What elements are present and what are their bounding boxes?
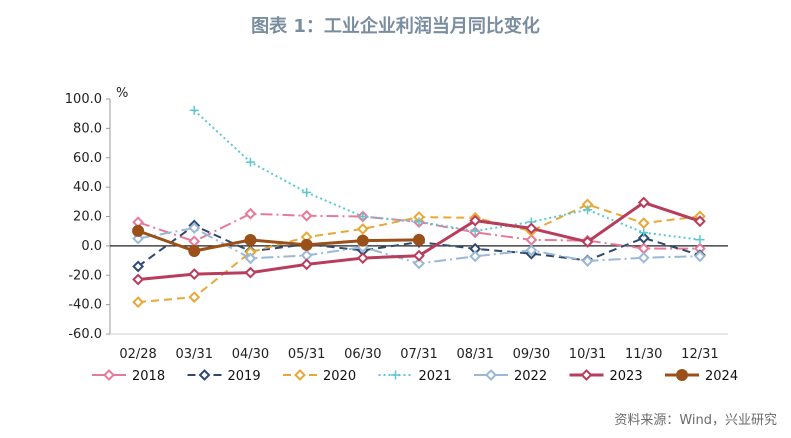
legend-marker <box>580 369 593 381</box>
x-tick-label: 09/30 <box>513 347 550 362</box>
legend-item-2019: 2019 <box>187 369 261 384</box>
x-tick-label: 05/31 <box>288 347 325 362</box>
source-note: 资料来源：Wind，兴业研究 <box>614 413 777 428</box>
data-point-2018 <box>300 209 313 222</box>
legend-label: 2018 <box>132 369 165 384</box>
data-point-2022 <box>469 250 482 263</box>
data-point-2023 <box>637 196 650 209</box>
data-point-2023 <box>581 235 594 248</box>
legend-marker <box>294 369 306 381</box>
data-point-2021 <box>358 212 368 221</box>
data-point-2020 <box>356 223 369 235</box>
data-point-2018 <box>188 235 201 248</box>
x-tick-label: 06/30 <box>344 347 381 362</box>
data-point-2023 <box>244 266 257 279</box>
data-point-2022 <box>581 255 594 267</box>
legend-marker <box>676 369 688 381</box>
data-point-2021 <box>470 226 480 236</box>
legend-label: 2021 <box>419 369 452 384</box>
legend-item-2024: 2024 <box>665 369 738 384</box>
y-tick-label: 100.0 <box>65 92 102 107</box>
y-tick-label: -20.0 <box>68 268 102 283</box>
data-point-2023 <box>413 249 425 262</box>
data-point-2021 <box>189 105 199 115</box>
data-point-2022 <box>413 257 425 270</box>
data-point-2022 <box>637 251 650 264</box>
legend-item-2021: 2021 <box>378 369 452 384</box>
data-point-2024 <box>413 233 425 246</box>
x-tick-label: 07/31 <box>400 347 437 362</box>
data-point-2022 <box>188 222 201 234</box>
data-point-2020 <box>188 291 201 304</box>
data-point-2024 <box>300 238 313 251</box>
legend-label: 2019 <box>228 369 261 384</box>
x-tick-label: 12/31 <box>681 347 718 362</box>
data-point-2023 <box>693 215 706 228</box>
data-point-2023 <box>525 222 538 235</box>
data-point-2021 <box>695 235 705 245</box>
data-point-2024 <box>244 234 257 246</box>
legend-marker <box>103 369 115 381</box>
data-point-2020 <box>637 217 650 230</box>
data-point-2024 <box>132 224 145 237</box>
y-axis-unit-label: % <box>116 86 128 101</box>
legend-marker <box>391 370 400 380</box>
chart-title: 图表 1：工业企业利润当月同比变化 <box>251 16 540 37</box>
legend-item-2023: 2023 <box>569 369 643 384</box>
y-tick-label: -60.0 <box>68 327 102 342</box>
data-point-2021 <box>302 187 312 197</box>
data-point-2018 <box>244 207 257 220</box>
series-line-2021 <box>193 109 701 241</box>
data-point-2020 <box>132 296 145 309</box>
legend-item-2020: 2020 <box>283 369 356 384</box>
series-line-2024 <box>137 229 420 253</box>
legend-marker <box>198 369 211 381</box>
legend-item-2022: 2022 <box>474 369 547 384</box>
data-point-2021 <box>583 205 593 215</box>
y-tick-label: 80.0 <box>73 121 102 136</box>
data-point-2023 <box>356 252 369 264</box>
data-point-2023 <box>188 268 201 280</box>
series-2023 <box>132 196 706 286</box>
legend-label: 2023 <box>610 369 643 384</box>
data-point-2024 <box>356 234 369 247</box>
series-2024 <box>132 224 425 258</box>
x-tick-label: 08/31 <box>456 347 493 362</box>
data-point-2021 <box>245 157 255 167</box>
data-point-2021 <box>639 228 649 238</box>
data-point-2019 <box>132 260 145 273</box>
x-tick-label: 04/30 <box>232 347 269 362</box>
y-tick-label: 0.0 <box>81 239 102 254</box>
legend-marker <box>485 369 497 381</box>
data-point-2023 <box>132 273 145 286</box>
x-tick-label: 03/31 <box>176 347 213 362</box>
data-point-2018 <box>525 233 538 246</box>
data-point-2022 <box>244 252 257 265</box>
legend-item-2018: 2018 <box>92 369 165 384</box>
x-tick-label: 11/30 <box>625 347 662 362</box>
data-point-2024 <box>188 245 201 258</box>
data-point-2022 <box>525 244 538 257</box>
y-tick-label: 40.0 <box>73 180 102 195</box>
y-tick-label: 20.0 <box>73 210 102 225</box>
series-2021 <box>189 105 705 245</box>
legend-label: 2022 <box>514 369 547 384</box>
y-tick-label: 60.0 <box>73 151 102 166</box>
x-tick-label: 10/31 <box>569 347 606 362</box>
data-point-2023 <box>300 258 313 271</box>
legend-label: 2024 <box>705 369 738 384</box>
y-tick-label: -40.0 <box>68 298 102 313</box>
data-point-2022 <box>693 250 706 263</box>
data-point-2019 <box>637 232 650 244</box>
x-tick-label: 02/28 <box>119 347 156 362</box>
legend-label: 2020 <box>323 369 356 384</box>
data-point-2023 <box>469 214 482 227</box>
data-point-2021 <box>414 217 424 227</box>
